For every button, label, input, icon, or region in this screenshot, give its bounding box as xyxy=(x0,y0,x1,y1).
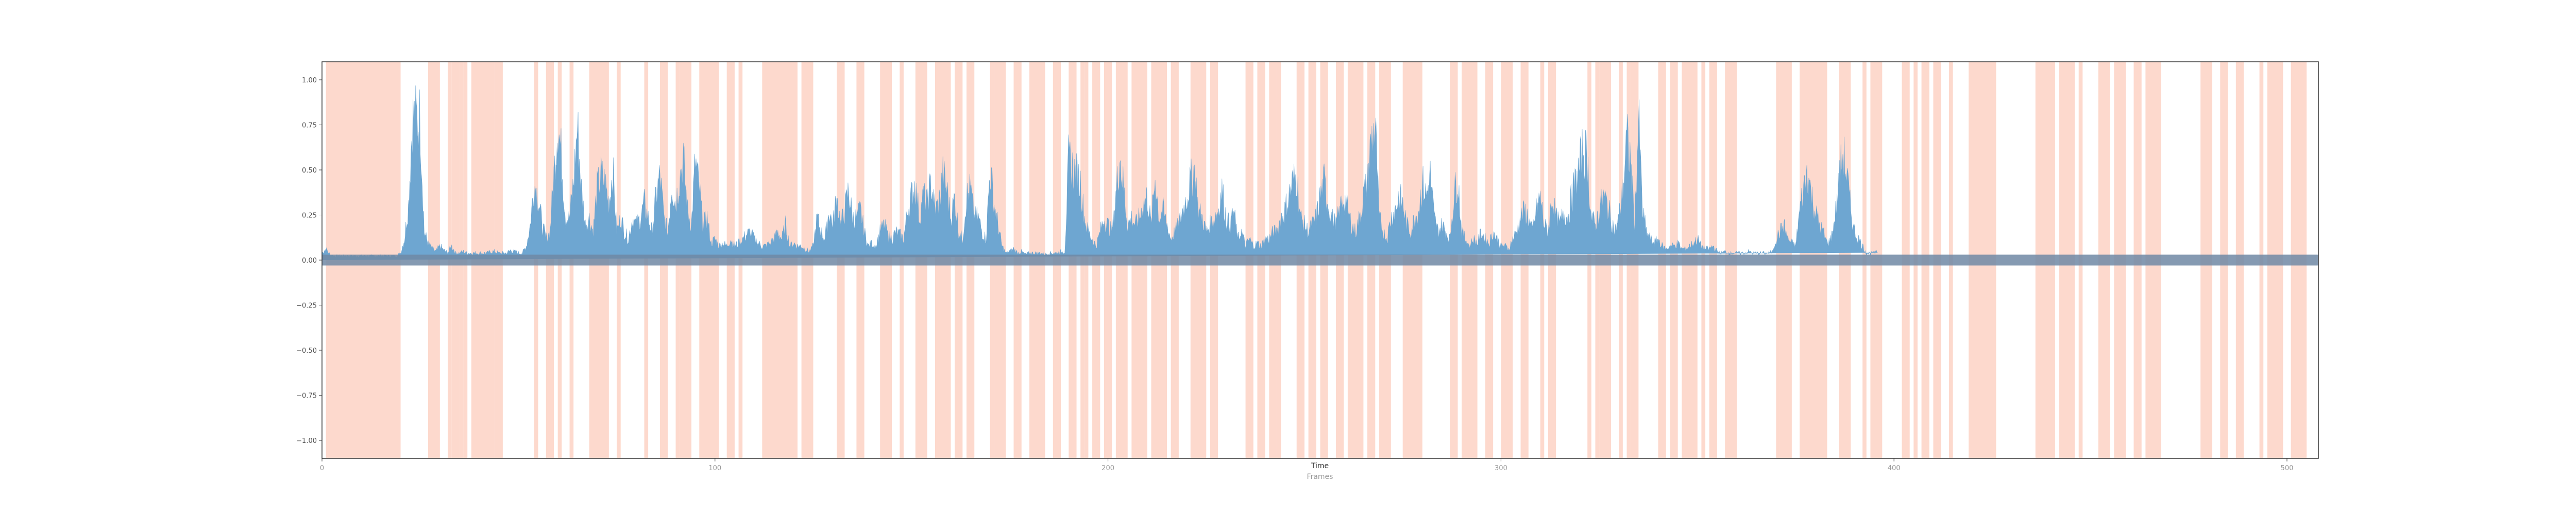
y-tick-label: −0.75 xyxy=(296,392,317,400)
x-tick-label: 300 xyxy=(1495,465,1507,472)
x-axis-subtitle: Frames xyxy=(1307,473,1333,481)
x-tick-label: 200 xyxy=(1101,465,1114,472)
x-tick-label: 400 xyxy=(1888,465,1901,472)
y-tick-label: 0.00 xyxy=(302,257,317,265)
waveform-series xyxy=(321,85,1878,260)
y-tick-label: 1.00 xyxy=(302,77,317,84)
y-tick-label: 0.25 xyxy=(302,212,317,220)
x-tick-label: 500 xyxy=(2281,465,2294,472)
y-axis-ticks: 1.00 0.75 0.50 0.25 0.00 −0.25 −0.50 −0.75 −1.00 xyxy=(296,77,322,445)
x-axis-title: Time xyxy=(1311,462,1329,470)
y-tick-label: −0.50 xyxy=(296,347,317,355)
y-tick-label: −1.00 xyxy=(296,437,317,445)
waveform-centre-line xyxy=(322,254,2318,266)
x-tick-label: 0 xyxy=(320,465,324,472)
y-tick-label: −0.25 xyxy=(296,302,317,310)
x-axis-ticks: 0 100 200 300 400 500 xyxy=(320,458,2294,472)
x-tick-label: 100 xyxy=(708,465,721,472)
y-tick-label: 0.75 xyxy=(302,122,317,130)
quiet-signal-band xyxy=(322,254,2318,266)
y-tick-label: 0.50 xyxy=(302,167,317,175)
